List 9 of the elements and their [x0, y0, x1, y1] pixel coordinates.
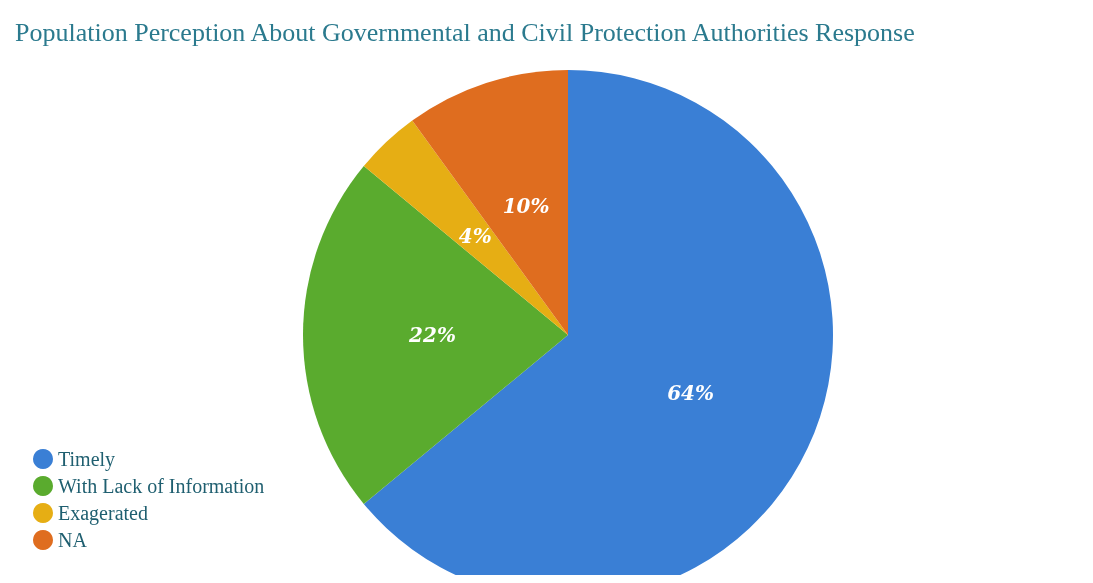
legend-label: With Lack of Information: [58, 475, 265, 497]
legend-label: Timely: [58, 448, 116, 471]
data-label: 22%: [408, 323, 456, 347]
legend-label: NA: [58, 529, 88, 551]
chart-title: Population Perception About Governmental and Civil Protection Authorities Response: [15, 17, 915, 47]
data-label: 4%: [458, 224, 492, 249]
data-label: 10%: [502, 194, 550, 219]
legend-label: Exagerated: [58, 502, 148, 525]
data-label: 64%: [667, 380, 715, 405]
